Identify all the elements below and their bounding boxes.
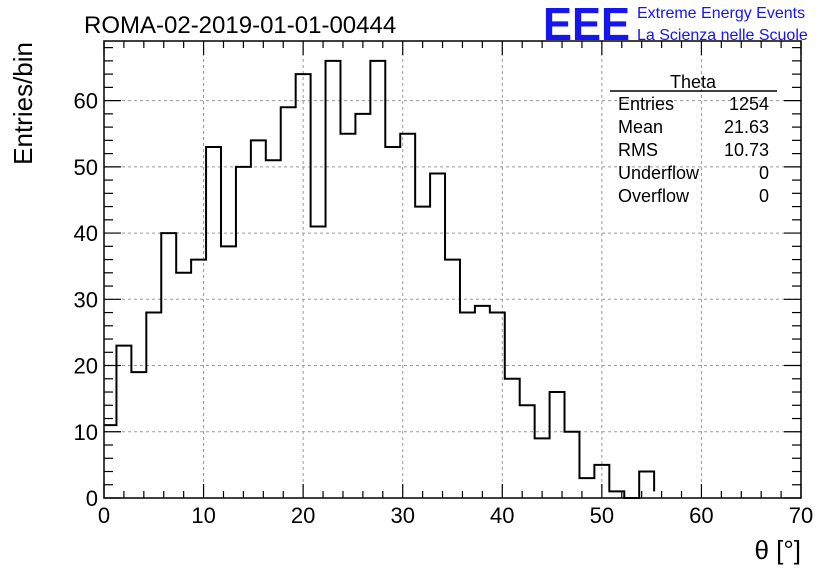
x-tick-label-70: 70 xyxy=(789,503,813,528)
stats-value-entries: 1254 xyxy=(729,94,769,114)
histogram-bin-27 xyxy=(505,379,520,498)
plot-frame xyxy=(103,40,802,499)
histogram-bin-3 xyxy=(146,313,161,498)
eee-logo: EEE Extreme Energy Events La Scienza nel… xyxy=(543,0,808,50)
histogram-bin-19 xyxy=(385,147,400,498)
histogram-bin-15 xyxy=(326,61,341,498)
histogram-bin-5 xyxy=(176,273,191,498)
y-tick-label-10: 10 xyxy=(74,420,98,445)
histogram-bin-4 xyxy=(161,233,176,498)
x-tick-labels: 0 10 20 30 40 50 60 70 xyxy=(98,503,813,528)
y-tick-labels: 0 10 20 30 40 50 60 xyxy=(74,89,98,511)
histogram-bin-29 xyxy=(535,438,550,498)
histogram-bin-13 xyxy=(296,74,311,498)
stats-rows: Entries 1254 Mean 21.63 RMS 10.73 Underflow 0 Ov… xyxy=(618,94,769,206)
x-tick-label-10: 10 xyxy=(191,503,215,528)
histogram-bin-23 xyxy=(445,260,460,498)
chart-title: ROMA-02-2019-01-01-00444 xyxy=(84,12,396,39)
y-tick-label-30: 30 xyxy=(74,287,98,312)
stats-label-underflow: Underflow xyxy=(618,163,700,183)
histogram-bin-25 xyxy=(475,306,490,498)
histogram-bin-2 xyxy=(131,372,146,498)
histogram-bin-30 xyxy=(550,392,565,498)
stats-label-overflow: Overflow xyxy=(618,186,690,206)
y-tick-label-50: 50 xyxy=(74,155,98,180)
histogram-bin-17 xyxy=(355,114,370,498)
x-tick-label-50: 50 xyxy=(590,503,614,528)
stats-box: Theta Entries 1254 Mean 21.63 RMS 10.73 Underf… xyxy=(610,72,777,206)
histogram-bin-1 xyxy=(116,346,131,498)
histogram-bin-11 xyxy=(266,160,281,498)
histogram-bin-9 xyxy=(236,167,251,498)
stats-label-entries: Entries xyxy=(618,94,674,114)
histogram-bin-18 xyxy=(370,61,385,498)
logo-line-1: Extreme Energy Events xyxy=(637,5,805,22)
histogram-bin-10 xyxy=(251,140,266,498)
stats-value-mean: 21.63 xyxy=(724,117,769,137)
y-axis-label: Entries/bin xyxy=(8,42,38,165)
histogram-bin-26 xyxy=(490,313,505,498)
stats-value-overflow: 0 xyxy=(759,186,769,206)
y-tick-label-60: 60 xyxy=(74,89,98,114)
histogram-bin-31 xyxy=(565,432,580,498)
histogram-bin-28 xyxy=(520,405,535,498)
x-axis-label: θ [°] xyxy=(754,535,801,565)
histogram-bin-24 xyxy=(460,313,475,498)
y-tick-label-40: 40 xyxy=(74,221,98,246)
y-tick-label-0: 0 xyxy=(86,486,98,511)
x-tick-label-30: 30 xyxy=(390,503,414,528)
stats-label-mean: Mean xyxy=(618,117,663,137)
stats-label-rms: RMS xyxy=(618,140,658,160)
stats-value-rms: 10.73 xyxy=(724,140,769,160)
histogram-bin-0 xyxy=(104,425,116,498)
histogram-bars xyxy=(104,59,656,499)
histogram-bin-20 xyxy=(400,134,415,498)
logo-mark: EEE xyxy=(543,0,630,50)
histogram-bin-6 xyxy=(191,260,206,498)
x-tick-label-40: 40 xyxy=(490,503,514,528)
histogram-bin-7 xyxy=(206,147,221,498)
histogram-bin-12 xyxy=(281,107,296,498)
histogram-bin-8 xyxy=(221,246,236,498)
x-tick-label-20: 20 xyxy=(291,503,315,528)
logo-line-2: La Scienza nelle Scuole xyxy=(637,27,808,44)
histogram-bin-16 xyxy=(340,134,355,498)
x-tick-label-60: 60 xyxy=(689,503,713,528)
histogram-bin-22 xyxy=(430,173,445,498)
axis-ticks xyxy=(103,41,802,499)
histogram-bin-14 xyxy=(311,226,326,498)
y-tick-label-20: 20 xyxy=(74,354,98,379)
histogram-bin-21 xyxy=(415,207,430,498)
histogram-outline xyxy=(104,59,656,499)
stats-value-underflow: 0 xyxy=(759,163,769,183)
x-tick-label-0: 0 xyxy=(98,503,110,528)
stats-title: Theta xyxy=(670,72,717,92)
